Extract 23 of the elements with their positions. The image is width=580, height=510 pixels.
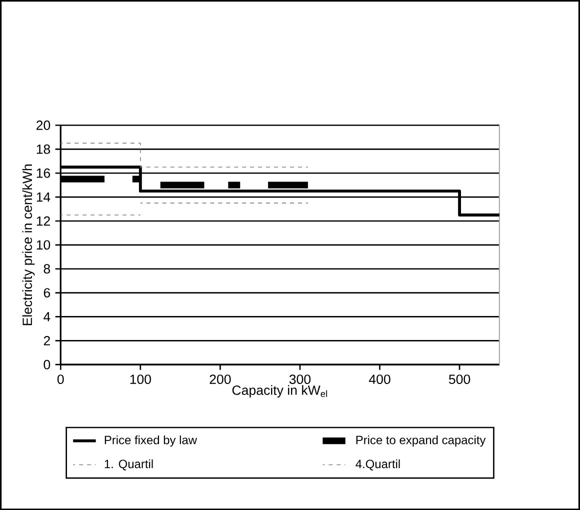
x-tick-label: 100: [130, 374, 151, 384]
y-tick-label: 6: [44, 288, 50, 298]
x-tick-label: 200: [210, 374, 231, 384]
y-tick-label: 10: [36, 240, 50, 250]
y-axis-title: Electricity price in cent/kWh: [22, 164, 35, 326]
y-tick-label: 14: [36, 192, 50, 202]
x-tick-label: 500: [448, 374, 470, 384]
y-tick-label: 4: [44, 312, 50, 322]
legend-label: Price fixed by law: [104, 435, 198, 447]
y-tick-label: 0: [44, 360, 50, 370]
x-tick-label: 300: [289, 374, 311, 384]
x-tick-label: 0: [57, 374, 64, 384]
legend-label: 4.Quartil: [356, 459, 400, 470]
legend-label: 1. Quartil: [104, 459, 153, 470]
y-tick-label: 12: [36, 216, 50, 226]
y-tick-label: 8: [44, 264, 50, 274]
y-tick-label: 2: [44, 336, 50, 346]
y-tick-label: 18: [36, 144, 50, 154]
x-tick-label: 400: [368, 374, 390, 384]
y-tick-label: 20: [36, 120, 50, 130]
x-axis-title: Capacity in kW$_{el}$: [232, 385, 328, 398]
y-tick-label: 16: [36, 168, 50, 178]
legend-label: Price to expand capacity: [356, 435, 486, 447]
